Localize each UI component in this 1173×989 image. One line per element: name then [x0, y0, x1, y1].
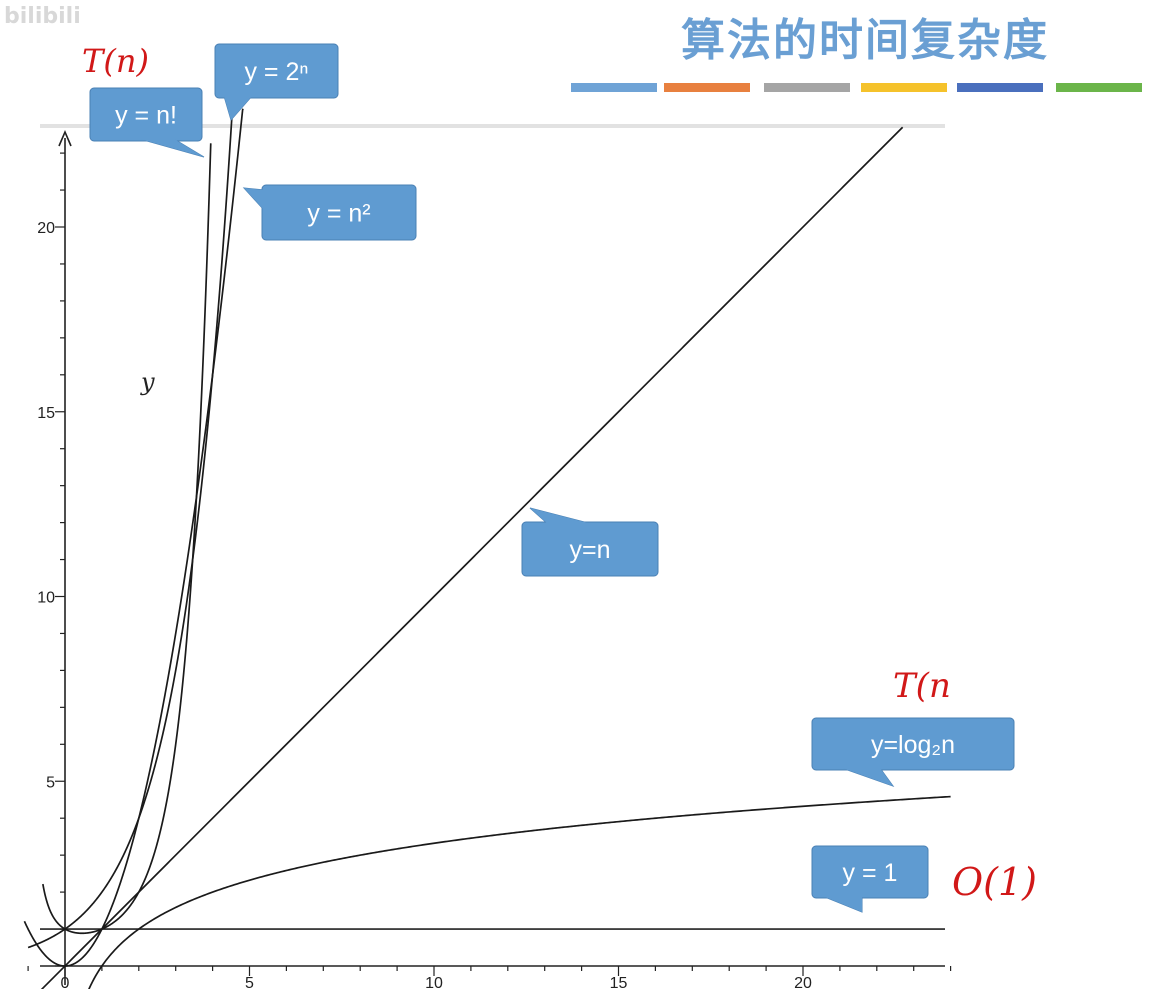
callout-box [261, 184, 417, 241]
annotation-tn-top: T(n) [82, 42, 149, 80]
callout-n2: y = n² [242, 184, 417, 241]
axes: 0 5 10 15 20 5 10 15 20 y [27, 129, 952, 989]
handwritten-annotations: T(n) T(n O(1) [82, 42, 1037, 904]
series-line-log2n [88, 795, 951, 989]
color-stripe-1 [571, 83, 657, 92]
callout-tail-fill [530, 508, 592, 524]
annotation-tn-right: T(n [893, 666, 951, 706]
series-line-n [42, 143, 212, 935]
y-tick-label: 10 [37, 590, 55, 607]
x-tick-label: 5 [245, 975, 254, 989]
color-stripe-5 [957, 83, 1043, 92]
x-tick-label: 15 [610, 975, 628, 989]
color-stripe-6 [1056, 83, 1142, 92]
callout-tail-fill [224, 96, 252, 120]
callout-n: y=n [521, 507, 659, 577]
x-tick-label: 0 [61, 975, 70, 989]
y-axis-arrow [58, 129, 72, 147]
y-tick-label: 5 [46, 774, 55, 791]
callout-tail-fill [140, 139, 204, 157]
color-stripe-4 [861, 83, 947, 92]
callout-2n: y = 2ⁿ [214, 43, 339, 122]
x-tick-label: 10 [425, 975, 443, 989]
series-line-2n [27, 108, 234, 949]
legend-label: y=n [569, 536, 610, 564]
callout-box [89, 87, 203, 142]
color-stripe-2 [664, 83, 750, 92]
callout-1: y = 1 [811, 845, 929, 913]
callout-box [214, 43, 339, 99]
callout-log2n: y=log₂n [811, 717, 1015, 788]
callout-tail-fill [842, 768, 893, 786]
callout-n: y = n! [89, 87, 205, 158]
curves [23, 108, 951, 989]
callout-box [521, 521, 659, 577]
y-tick-label: 15 [37, 405, 55, 422]
legend-label: y=log₂n [871, 731, 955, 759]
legend-label: y = 1 [843, 859, 898, 887]
series-line-n2 [23, 108, 244, 967]
color-stripe-3 [764, 83, 850, 92]
legend-label: y = n! [115, 102, 177, 130]
x-tick-label: 20 [794, 975, 812, 989]
callout-tail-fill [244, 188, 264, 210]
series-line-n [40, 126, 904, 989]
callout-box [811, 845, 929, 899]
legend-label: y = 2ⁿ [244, 58, 308, 86]
y-axis-label: y [140, 368, 155, 396]
callouts: y = 1 y=log₂n y=n y = n² y = 2ⁿ y = n! [89, 43, 1015, 913]
annotation-o1: O(1) [952, 860, 1037, 904]
watermark-logo: bilibili [4, 4, 81, 29]
page-title: 算法的时间复杂度 [681, 15, 1049, 66]
callout-tail-fill [820, 895, 862, 912]
callout-box [811, 717, 1015, 771]
y-tick-label: 20 [37, 220, 55, 237]
legend-label: y = n² [307, 200, 370, 228]
